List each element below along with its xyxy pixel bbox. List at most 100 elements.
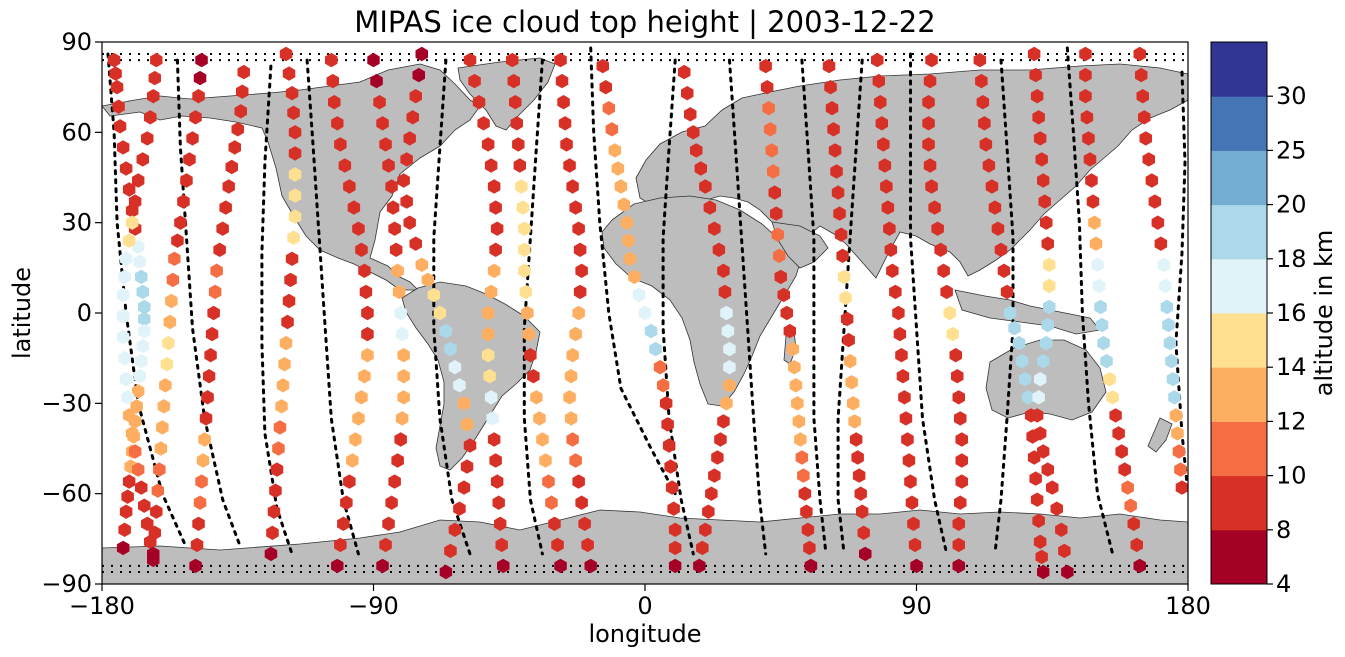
cloud-marker <box>147 89 160 104</box>
cloud-marker <box>506 52 519 68</box>
cloud-marker <box>1145 173 1158 188</box>
cloud-marker <box>154 441 168 456</box>
cloud-marker <box>269 483 282 498</box>
cloud-marker <box>177 194 190 209</box>
cloud-marker <box>132 173 145 188</box>
cloud-marker <box>186 131 199 146</box>
cloud-marker <box>406 110 419 125</box>
cloud-marker <box>632 287 646 303</box>
cloud-marker <box>497 558 510 574</box>
cloud-marker <box>801 522 815 537</box>
cloud-marker <box>388 221 401 236</box>
cloud-marker <box>1027 46 1041 62</box>
cloud-marker <box>236 84 249 99</box>
cloud-marker <box>931 221 944 236</box>
cloud-marker <box>720 396 733 411</box>
cloud-marker <box>910 558 923 574</box>
cloud-marker <box>572 221 585 236</box>
cloud-marker <box>1127 516 1140 531</box>
cloud-marker <box>937 263 950 278</box>
cloud-marker <box>109 66 122 81</box>
cloud-marker <box>1015 354 1029 369</box>
cloud-marker <box>125 215 139 230</box>
colorbar-segment <box>1211 96 1267 151</box>
cloud-marker <box>272 441 285 456</box>
cloud-marker <box>400 194 413 209</box>
cloud-marker <box>560 137 573 152</box>
cloud-marker <box>951 369 964 384</box>
cloud-marker <box>391 263 404 278</box>
cloud-marker <box>1040 335 1053 351</box>
cloud-marker <box>875 116 888 131</box>
cloud-marker <box>665 480 679 495</box>
cloud-marker <box>1082 131 1095 146</box>
cloud-marker <box>564 369 578 384</box>
cloud-marker <box>518 242 531 257</box>
cloud-marker <box>859 546 872 562</box>
cloud-marker <box>397 390 410 405</box>
cloud-marker <box>132 462 145 477</box>
cloud-marker <box>902 453 916 468</box>
cloud-marker <box>397 348 410 363</box>
orbit-track-14 <box>1065 46 1115 556</box>
cloud-marker <box>767 164 780 179</box>
cloud-marker <box>113 119 127 134</box>
cloud-marker <box>1040 215 1053 230</box>
cloud-marker <box>985 179 999 194</box>
cloud-marker <box>687 125 700 140</box>
cloud-marker <box>886 263 899 278</box>
cloud-marker <box>331 116 344 131</box>
cloud-marker <box>138 299 151 315</box>
cloud-marker <box>490 474 504 489</box>
cloud-marker <box>1037 564 1050 580</box>
cloud-marker <box>1133 46 1146 62</box>
cloud-marker <box>708 468 721 483</box>
cloud-marker <box>460 459 474 474</box>
cloud-marker <box>554 558 567 574</box>
cloud-marker <box>760 80 774 95</box>
cloud-marker <box>991 221 1005 236</box>
cloud-marker <box>1083 152 1097 167</box>
cloud-marker <box>668 522 682 537</box>
cloud-marker <box>213 242 226 257</box>
cloud-marker <box>376 116 389 131</box>
cloud-marker <box>349 432 362 447</box>
cloud-marker <box>358 369 371 384</box>
cloud-marker <box>664 459 677 474</box>
cloud-marker <box>331 558 344 574</box>
cloud-marker <box>481 326 495 342</box>
cloud-marker <box>623 251 637 266</box>
cloud-marker <box>771 227 784 242</box>
cloud-marker <box>955 432 968 447</box>
cloud-marker <box>843 354 857 369</box>
orbit-track-6 <box>522 58 544 556</box>
cloud-marker <box>1094 299 1107 315</box>
cloud-marker <box>922 137 935 152</box>
cloud-marker <box>1035 152 1048 167</box>
cloud-marker <box>1162 317 1175 333</box>
cloud-marker <box>789 378 803 393</box>
cloud-marker <box>189 558 202 574</box>
cloud-marker <box>1142 152 1155 167</box>
cloud-marker <box>1159 278 1172 294</box>
cloud-marker <box>572 474 585 489</box>
cloud-marker <box>889 284 902 300</box>
cloud-marker <box>116 308 130 324</box>
cloud-marker <box>195 474 208 489</box>
cloud-marker <box>328 95 341 110</box>
cloud-marker <box>196 453 210 468</box>
cloud-marker <box>551 537 564 553</box>
cloud-marker <box>837 269 851 285</box>
cloud-marker <box>524 348 537 363</box>
colorbar-tick-label: 18 <box>1276 245 1307 273</box>
cloud-marker <box>1171 426 1184 441</box>
cloud-marker <box>638 305 652 321</box>
cloud-marker <box>107 52 121 68</box>
cloud-marker <box>605 122 619 137</box>
cloud-marker <box>392 284 406 300</box>
cloud-marker <box>825 101 839 116</box>
cloud-marker <box>270 462 284 477</box>
cloud-marker <box>1037 444 1050 459</box>
cloud-marker <box>355 390 368 405</box>
orbit-track-12 <box>909 52 949 556</box>
